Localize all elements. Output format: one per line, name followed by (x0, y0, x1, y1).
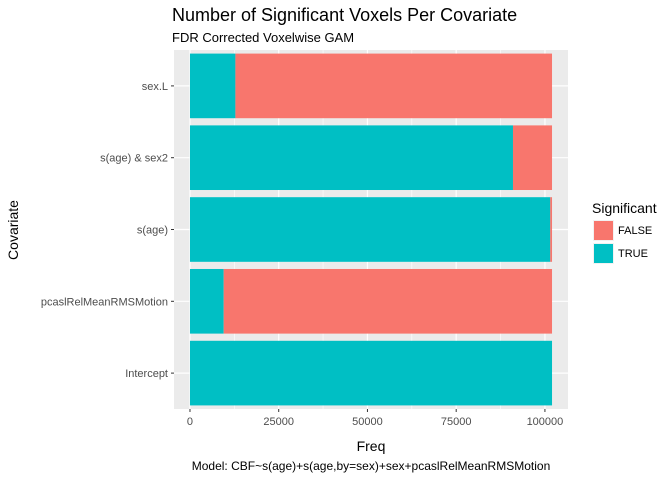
legend-swatch-false (594, 221, 613, 240)
legend-label-true: TRUE (618, 248, 648, 260)
bar-true-0 (189, 340, 553, 406)
y-axis-title: Covariate (5, 200, 21, 260)
y-tick-label: sex.L (142, 81, 168, 93)
chart-caption: Model: CBF~s(age)+s(age,by=sex)+sex+pcas… (192, 459, 551, 473)
x-tick-label: 100000 (527, 416, 564, 428)
chart-title: Number of Significant Voxels Per Covaria… (172, 5, 517, 25)
bar-false-2 (550, 197, 553, 262)
bar-true-4 (189, 53, 236, 119)
y-tick-label: pcaslRelMeanRMSMotion (41, 296, 168, 308)
bar-true-2 (189, 197, 551, 262)
x-tick-label: 25000 (263, 416, 294, 428)
bar-true-1 (189, 268, 224, 334)
legend-entries: FALSE TRUE (593, 220, 652, 264)
x-tick-label: 75000 (441, 416, 472, 428)
x-axis-title: Freq (357, 438, 386, 454)
legend: Significant FALSE TRUE (592, 200, 657, 264)
bar-true-3 (189, 125, 513, 191)
bar-false-1 (223, 268, 553, 334)
y-tick-label: s(age) & sex2 (100, 153, 168, 165)
x-tick-label: 0 (187, 416, 193, 428)
bar-false-3 (512, 125, 553, 191)
legend-swatch-true (594, 244, 613, 263)
y-axis: Intercept pcaslRelMeanRMSMotion s(age) s(ag… (41, 81, 174, 380)
bar-false-4 (235, 53, 553, 119)
bars (189, 53, 553, 406)
x-tick-label: 50000 (352, 416, 383, 428)
x-axis: 0 25000 50000 75000 100000 (187, 409, 563, 428)
y-tick-label: s(age) (137, 225, 168, 237)
legend-label-false: FALSE (618, 225, 652, 237)
legend-title: Significant (592, 200, 657, 216)
chart-subtitle: FDR Corrected Voxelwise GAM (172, 30, 354, 45)
y-tick-label: Intercept (125, 368, 168, 380)
